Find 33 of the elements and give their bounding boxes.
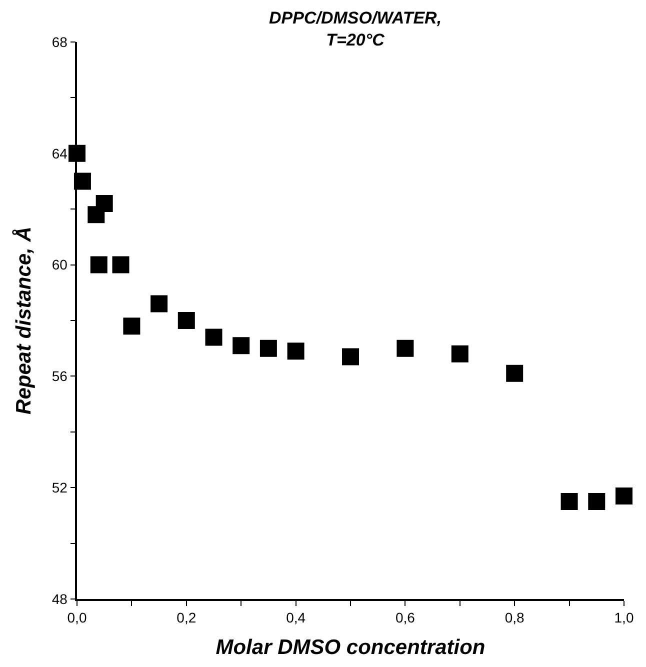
x-tick-label: 1,0 xyxy=(614,610,634,626)
y-tick-label: 60 xyxy=(52,256,68,273)
point xyxy=(96,195,113,212)
y-tick-label: 56 xyxy=(52,368,68,384)
y-axis-title: Repeat distance, Å xyxy=(12,226,36,414)
point xyxy=(205,328,222,346)
point xyxy=(90,256,108,274)
x-tick-label: 0,4 xyxy=(286,610,306,626)
point xyxy=(150,295,168,312)
y-tick-label: 64 xyxy=(52,145,68,162)
x-tick-label: 0,6 xyxy=(395,610,416,626)
point xyxy=(342,348,359,366)
point xyxy=(287,342,304,360)
y-tick-label: 48 xyxy=(52,590,68,607)
point xyxy=(232,337,250,354)
x-axis-title: Molar DMSO concentration xyxy=(216,636,486,660)
point xyxy=(560,493,578,510)
point xyxy=(588,493,606,510)
point xyxy=(396,340,414,357)
x-tick-label: 0,2 xyxy=(176,610,196,626)
point xyxy=(112,256,130,274)
x-tick-label: 0,0 xyxy=(67,610,87,626)
point xyxy=(123,318,140,335)
chart-title: DPPC/DMSO/WATER, T=20°C xyxy=(269,8,442,50)
point xyxy=(68,144,86,162)
point xyxy=(616,487,632,504)
point xyxy=(178,312,195,329)
y-tick-label: 52 xyxy=(52,480,68,496)
point xyxy=(506,364,524,382)
point xyxy=(260,340,277,357)
y-tick-label: 68 xyxy=(52,34,68,50)
x-tick-label: 0,8 xyxy=(504,610,525,626)
point xyxy=(451,345,468,362)
